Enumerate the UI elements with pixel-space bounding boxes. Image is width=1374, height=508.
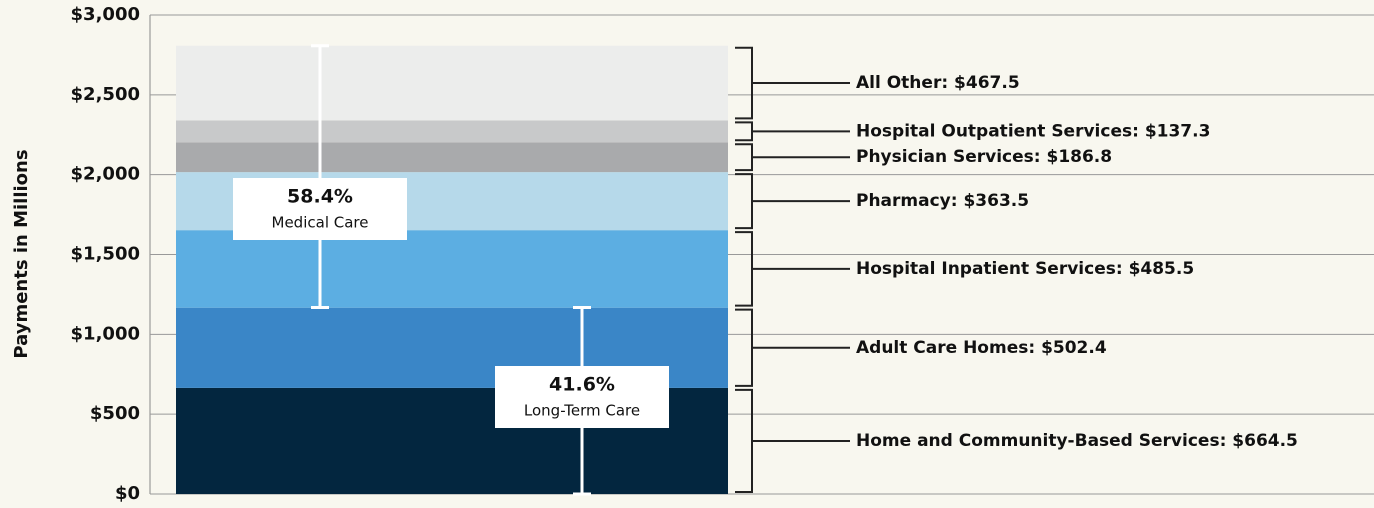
bracket: [735, 173, 753, 230]
group-name: Medical Care: [272, 214, 369, 232]
y-tick-label: $2,500: [71, 84, 140, 105]
group-box: [233, 178, 407, 240]
y-tick-label: $2,000: [71, 164, 140, 185]
bracket: [735, 143, 753, 172]
segment-label: Hospital Outpatient Services: $137.3: [856, 121, 1210, 141]
segment-label: Pharmacy: $363.5: [856, 191, 1029, 211]
segment-label: Hospital Inpatient Services: $485.5: [856, 259, 1194, 279]
y-axis-label: Payments in Millions: [11, 149, 32, 358]
y-tick-label: $3,000: [71, 4, 140, 25]
bracket: [735, 308, 753, 387]
bracket: [735, 231, 753, 307]
bar-segment: [176, 230, 728, 308]
y-tick-label: $1,000: [71, 323, 140, 344]
segment-label: All Other: $467.5: [856, 73, 1020, 93]
bracket: [735, 121, 753, 142]
segment-label: Physician Services: $186.8: [856, 147, 1112, 167]
group-bracket: [311, 44, 329, 310]
bracket: [735, 388, 753, 493]
y-tick-label: $1,500: [71, 244, 140, 265]
y-tick-label: $0: [115, 483, 140, 504]
bar-segment: [176, 142, 728, 173]
group-percent: 41.6%: [549, 374, 615, 396]
group-name: Long-Term Care: [524, 402, 640, 420]
segment-label: Adult Care Homes: $502.4: [856, 338, 1107, 358]
bar-segment: [176, 45, 728, 121]
group-box: [495, 366, 669, 428]
bracket: [735, 46, 753, 120]
bar-segment: [176, 120, 728, 143]
group-percent: 58.4%: [287, 186, 353, 208]
y-tick-label: $500: [90, 403, 140, 424]
segment-label: Home and Community-Based Services: $664.…: [856, 431, 1298, 451]
